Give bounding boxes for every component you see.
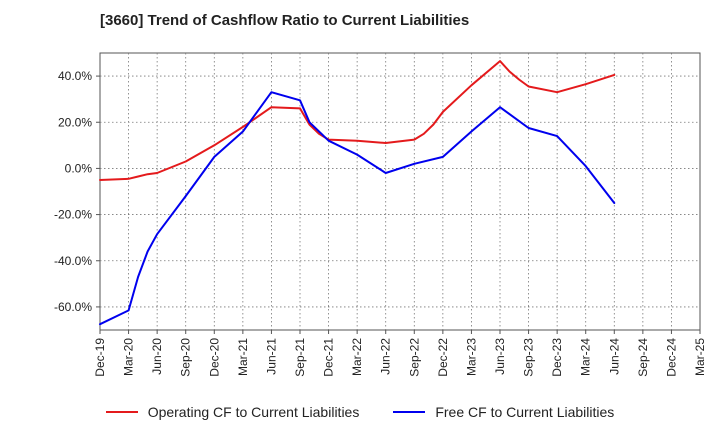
x-tick-label: Dec-21 <box>322 338 336 377</box>
x-tick-label: Dec-23 <box>550 338 564 377</box>
x-tick-label: Jun-20 <box>150 338 164 375</box>
legend-item-operating-cf: Operating CF to Current Liabilities <box>105 404 360 420</box>
y-tick-label: -60.0% <box>54 300 92 314</box>
legend-swatch-operating-cf <box>105 411 138 413</box>
x-tick-label: Sep-21 <box>293 338 307 377</box>
x-tick-label: Dec-24 <box>664 338 678 377</box>
chart-title: [3660] Trend of Cashflow Ratio to Curren… <box>100 12 470 29</box>
y-tick-label: -20.0% <box>54 208 92 222</box>
y-tick-label: 40.0% <box>58 69 92 83</box>
plot-area <box>99 52 701 331</box>
x-tick-label: Mar-20 <box>122 338 136 376</box>
legend-label-operating-cf: Operating CF to Current Liabilities <box>147 404 360 420</box>
y-axis: -60.0% -40.0% -20.0% 0.0% 20.0% 40.0% <box>54 69 100 314</box>
x-tick-label: Sep-20 <box>179 338 193 377</box>
series-line-operating-cf <box>99 60 616 181</box>
x-tick-label: Dec-19 <box>93 338 107 377</box>
x-tick-label: Jun-24 <box>607 338 621 375</box>
series-layer <box>99 60 616 326</box>
x-tick-label: Mar-21 <box>236 338 250 376</box>
y-tick-label: -40.0% <box>54 254 92 268</box>
x-axis: Dec-19 Mar-20 Jun-20 Sep-20 Dec-20 Mar-21 Jun-… <box>93 330 707 377</box>
x-tick-label: Mar-24 <box>579 338 593 376</box>
legend-item-free-cf: Free CF to Current Liabilities <box>393 404 614 420</box>
x-tick-label: Mar-25 <box>693 338 707 376</box>
x-tick-label: Dec-20 <box>207 338 221 377</box>
legend-label-free-cf: Free CF to Current Liabilities <box>435 404 615 420</box>
x-tick-label: Mar-23 <box>464 338 478 376</box>
x-tick-label: Sep-22 <box>407 338 421 377</box>
legend-swatch-free-cf <box>393 411 426 413</box>
series-line-free-cf <box>99 91 616 326</box>
grid-layer <box>100 53 700 330</box>
legend: Operating CF to Current Liabilities Free… <box>0 404 720 420</box>
x-tick-label: Sep-24 <box>636 338 650 377</box>
x-tick-label: Sep-23 <box>522 338 536 377</box>
x-tick-label: Jun-22 <box>379 338 393 375</box>
x-tick-label: Jun-21 <box>264 338 278 375</box>
x-tick-label: Mar-22 <box>350 338 364 376</box>
y-tick-label: 0.0% <box>65 161 93 175</box>
x-tick-label: Jun-23 <box>493 338 507 375</box>
y-tick-label: 20.0% <box>58 115 92 129</box>
x-tick-label: Dec-22 <box>436 338 450 377</box>
